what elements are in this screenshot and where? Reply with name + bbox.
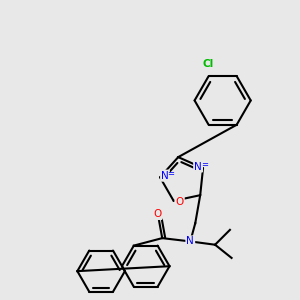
- Text: =: =: [201, 160, 208, 169]
- Text: N: N: [161, 171, 169, 181]
- Text: =: =: [167, 169, 174, 178]
- Text: O: O: [176, 197, 184, 208]
- Text: N: N: [194, 161, 202, 172]
- Text: O: O: [153, 209, 161, 219]
- Text: N: N: [186, 236, 194, 246]
- Text: Cl: Cl: [203, 59, 214, 69]
